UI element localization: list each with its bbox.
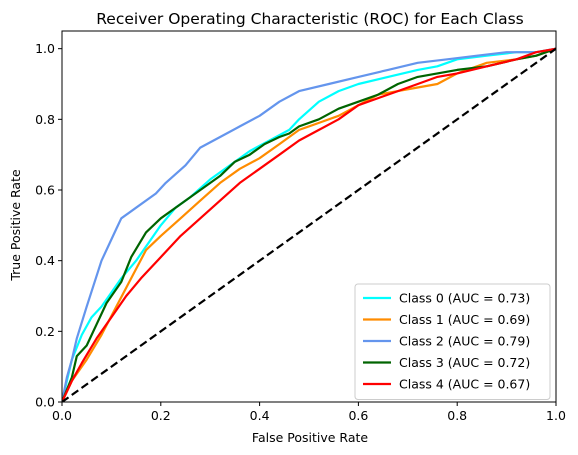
y-tick-label: 1.0 [35, 41, 55, 56]
y-tick-label: 0.8 [35, 112, 55, 127]
y-tick-label: 0.2 [35, 324, 55, 339]
series-layer [62, 47, 556, 402]
x-axis-ticks: 0.0 0.2 0.4 0.6 0.8 1.0 [52, 402, 566, 423]
x-tick-label: 0.6 [348, 408, 368, 423]
x-axis-label: False Positive Rate [252, 430, 368, 445]
axes-frame [61, 30, 557, 403]
chance-reference-line [62, 47, 556, 402]
roc-curve-class-4 [62, 47, 556, 402]
roc-curve-class-3 [62, 47, 556, 402]
x-tick-label: 0.8 [447, 408, 467, 423]
legend-box [354, 283, 551, 400]
plot-area [61, 30, 557, 403]
y-axis-ticks: 0.0 0.2 0.4 0.6 0.8 1.0 [35, 41, 62, 410]
y-axis-label: True Positive Rate [8, 169, 23, 282]
legend-label-class-4: Class 4 (AUC = 0.67) [399, 377, 530, 392]
legend: Class 0 (AUC = 0.73) Class 1 (AUC = 0.69)… [354, 283, 551, 400]
legend-label-class-3: Class 3 (AUC = 0.72) [399, 355, 530, 370]
x-tick-label: 1.0 [546, 408, 566, 423]
x-tick-label: 0.2 [151, 408, 171, 423]
y-tick-label: 0.4 [35, 253, 55, 268]
legend-label-class-0: Class 0 (AUC = 0.73) [399, 291, 530, 306]
legend-label-class-2: Class 2 (AUC = 0.79) [399, 334, 530, 349]
roc-curve-class-2 [62, 47, 556, 402]
y-tick-label: 0.6 [35, 183, 55, 198]
y-tick-label: 0.0 [35, 395, 55, 410]
roc-curve-class-1 [62, 47, 556, 402]
legend-label-class-1: Class 1 (AUC = 0.69) [399, 312, 530, 327]
x-tick-label: 0.4 [250, 408, 270, 423]
x-tick-label: 0.0 [52, 408, 72, 423]
chart-title: Receiver Operating Characteristic (ROC) … [96, 10, 524, 28]
